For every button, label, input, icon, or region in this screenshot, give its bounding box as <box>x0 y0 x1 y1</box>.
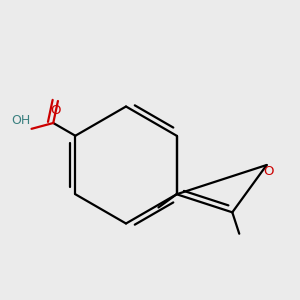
Text: O: O <box>263 164 273 178</box>
Text: O: O <box>50 104 61 117</box>
Text: OH: OH <box>11 114 30 127</box>
